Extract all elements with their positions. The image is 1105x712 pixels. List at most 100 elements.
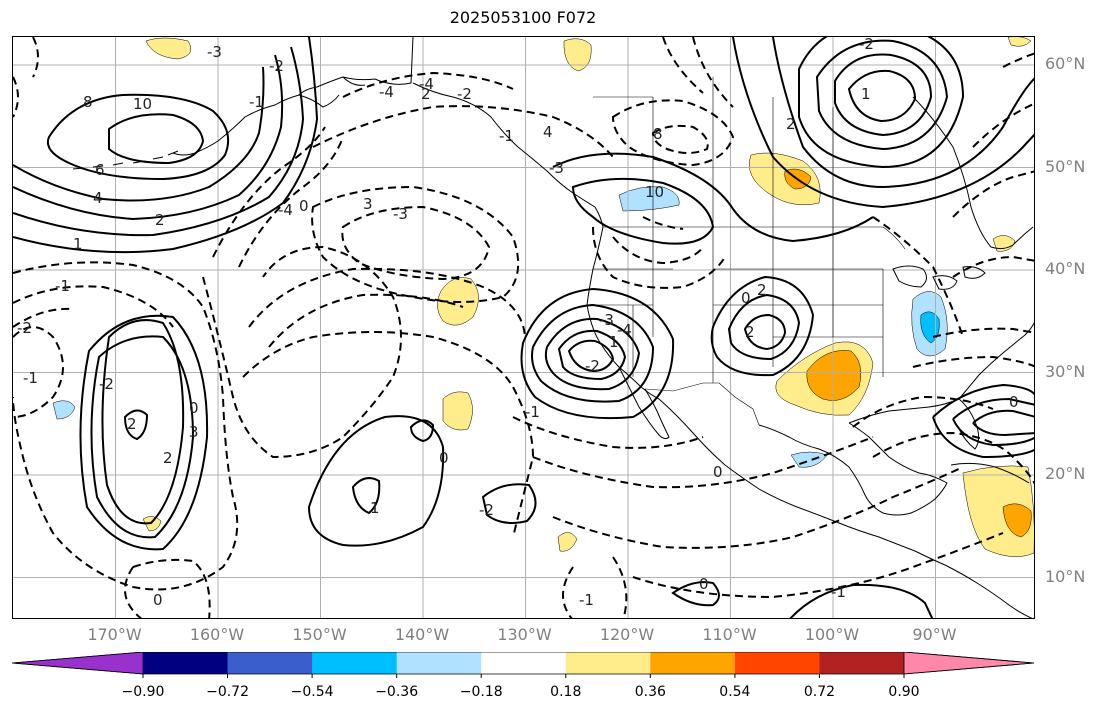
- positive-contour: [789, 583, 934, 618]
- negative-contour: [552, 466, 964, 549]
- longitude-label: 130°W: [497, 625, 552, 644]
- contour-label: 2: [163, 449, 173, 467]
- contour-label: 2: [421, 85, 431, 103]
- contour-label: 0: [439, 449, 449, 467]
- longitude-label: 140°W: [394, 625, 450, 644]
- negative-contour: [124, 558, 211, 618]
- negative-contour: [13, 285, 174, 328]
- baja-california: [618, 366, 670, 440]
- positive-contour: [101, 319, 185, 525]
- negative-contour: [13, 261, 239, 591]
- contour-label: -4: [278, 201, 293, 219]
- shade-positive-weak: [749, 152, 821, 205]
- contour-label: -3: [393, 205, 408, 223]
- longitude-label: 110°W: [702, 625, 757, 644]
- contour-label: 2: [757, 281, 767, 299]
- negative-contour: [932, 327, 1034, 338]
- cuba: [950, 462, 1030, 484]
- us-canada-border: [603, 226, 906, 250]
- positive-contour: [847, 69, 917, 123]
- contour-label: -2: [17, 319, 32, 337]
- shade-positive-moderate: [1002, 503, 1032, 538]
- negative-contour: [1002, 52, 1034, 68]
- colorbar-tick-label: 0.36: [634, 684, 666, 700]
- positive-contour: [79, 314, 209, 551]
- negative-contour: [212, 126, 344, 268]
- contour-label: -2: [457, 85, 472, 103]
- contour-label: 1: [609, 333, 619, 351]
- negative-contour: [248, 267, 526, 348]
- positive-contour: [520, 287, 675, 420]
- shade-positive-weak: [1007, 37, 1032, 47]
- negative-contour: [13, 37, 39, 118]
- negative-contour: [202, 245, 402, 459]
- contour-label: -1: [831, 583, 846, 601]
- map-panel: 8 10 6 4 2 1 -1 -2 3 -3 -4 0 -1 -2 2 3 2 0 -2 1 2 8 10 4 -1 -2 2 -4…: [12, 36, 1035, 619]
- contour-label: -2: [859, 37, 874, 53]
- colorbar: [12, 652, 1035, 678]
- contour-label: -3: [549, 159, 564, 177]
- contour-label: -2: [479, 501, 494, 519]
- contour-label: -1: [579, 591, 594, 609]
- negative-contour: [642, 216, 684, 230]
- longitude-label: 170°W: [87, 625, 142, 644]
- negative-contour: [912, 355, 1034, 368]
- positive-contour: [727, 293, 801, 361]
- longitude-label: 150°W: [292, 625, 347, 644]
- negative-contour: [952, 255, 1034, 278]
- contour-label: 0: [1009, 393, 1019, 411]
- colorbar-tick-label: −0.18: [459, 684, 503, 700]
- contour-label: 4: [543, 123, 553, 141]
- contour-label: 6: [95, 161, 105, 179]
- coastlines: [72, 37, 1034, 618]
- contour-label: -1: [499, 127, 514, 145]
- positive-contour: [307, 415, 445, 547]
- colorbar-segment: [650, 652, 736, 674]
- positive-contour: [571, 177, 715, 245]
- negative-contour: [13, 326, 64, 418]
- negative-contour: [952, 170, 1034, 218]
- canada-coastline: [412, 82, 604, 228]
- colorbar-segment: [143, 652, 229, 674]
- contour-label: 0: [699, 575, 709, 593]
- contour-label: 2: [745, 323, 755, 341]
- positive-contour: [815, 39, 949, 151]
- aleutian-islands: [72, 150, 179, 170]
- positive-contour: [952, 397, 1034, 447]
- negative-contour: [592, 226, 726, 289]
- negative-contour: [612, 236, 704, 265]
- positive-contour: [972, 409, 1034, 437]
- negative-contour: [342, 71, 514, 98]
- positive-contour: [798, 37, 965, 169]
- latitude-label: 50°N: [1045, 156, 1086, 176]
- longitude-label: 90°W: [912, 625, 957, 644]
- positive-contour: [13, 66, 265, 202]
- positive-contour: [671, 581, 720, 607]
- contour-label: 1: [73, 235, 83, 253]
- positive-contour: [13, 37, 319, 254]
- shade-positive-weak: [442, 391, 473, 431]
- shade-negative-moderate: [920, 311, 940, 344]
- negative-contour: [532, 436, 874, 489]
- negative-contour: [242, 331, 535, 538]
- positive-contour: [123, 409, 149, 441]
- negative-contour: [611, 99, 735, 167]
- gulf-us-coast: [848, 398, 980, 450]
- colorbar-segment: [734, 652, 820, 674]
- shade-positive-weak: [142, 516, 162, 532]
- contour-label: -4: [617, 321, 632, 339]
- colorbar-tick-label: −0.90: [121, 684, 165, 700]
- colorbar-segment: [481, 652, 567, 674]
- height-anomaly-contours: [13, 37, 1034, 618]
- colorbar-segment: [227, 652, 313, 674]
- positive-contour: [47, 93, 229, 181]
- contour-label: 1: [370, 499, 380, 517]
- latitude-label: 60°N: [1045, 54, 1086, 73]
- latitude-label: 40°N: [1045, 259, 1086, 278]
- negative-contour: [852, 395, 994, 428]
- negative-contour: [341, 205, 491, 281]
- colorbar-segment: [396, 652, 482, 674]
- latitude-label: 30°N: [1045, 361, 1086, 381]
- colorbar-tick-label: −0.72: [206, 684, 249, 700]
